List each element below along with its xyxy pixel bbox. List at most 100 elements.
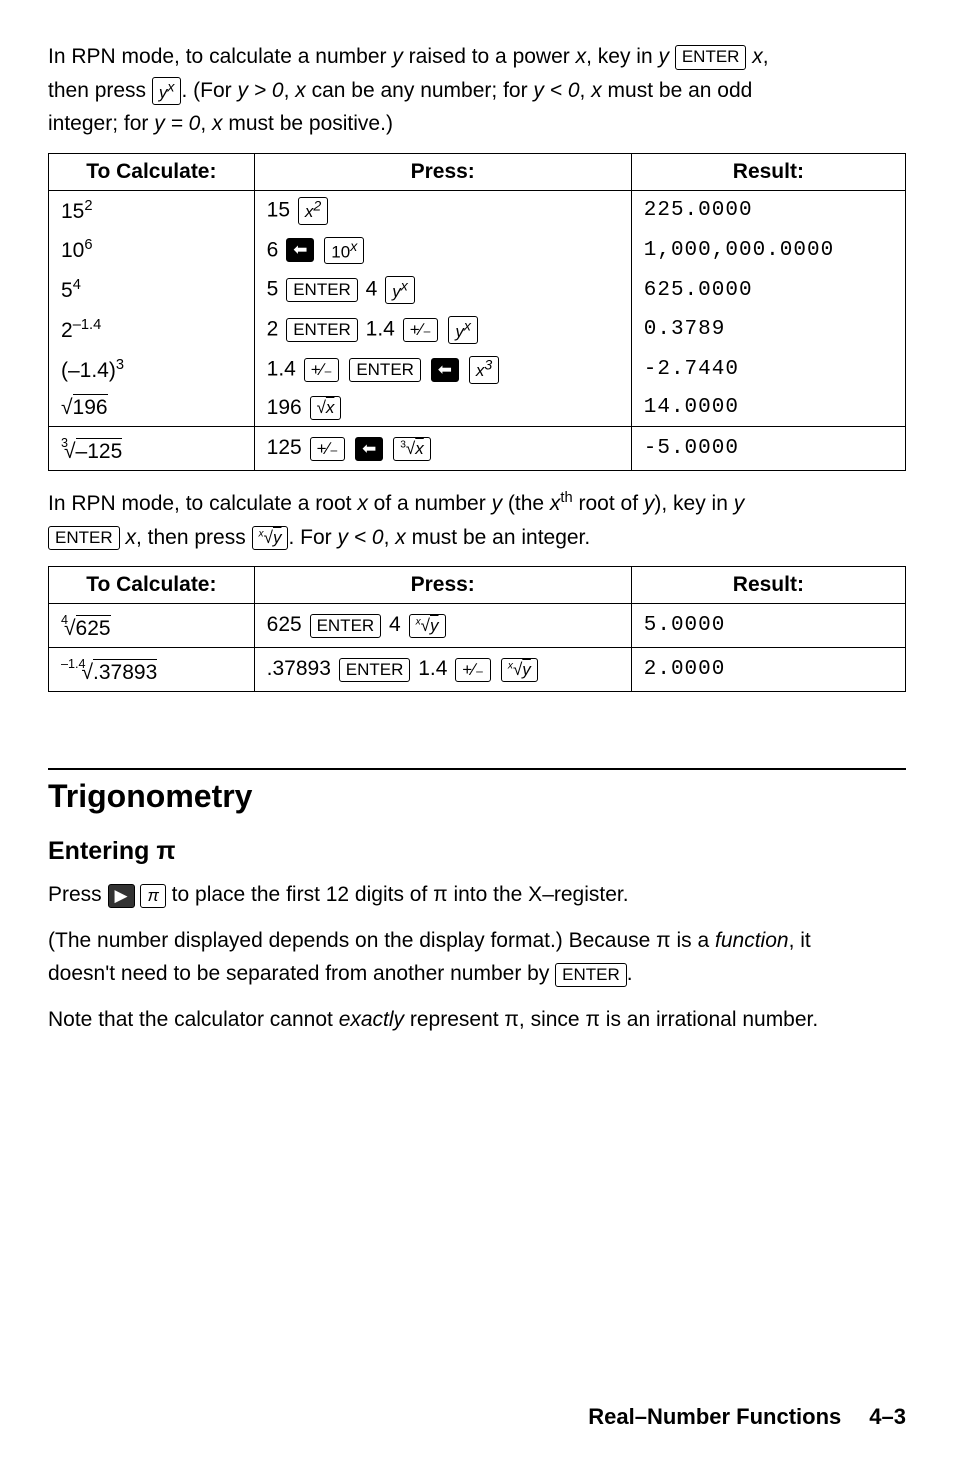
calc-cell: 54 xyxy=(49,270,255,310)
page-footer: Real–Number Functions 4–3 xyxy=(588,1404,906,1430)
text: then press xyxy=(48,79,152,102)
text: . xyxy=(627,962,633,985)
root-examples-table: To Calculate: Press: Result: 4625 625 EN… xyxy=(48,566,906,692)
var-x: x xyxy=(752,45,763,68)
press-cell: 125 +∕₋ ⬅ 3√x xyxy=(254,427,631,471)
col-header-calculate: To Calculate: xyxy=(49,567,255,604)
function-term: function xyxy=(715,929,789,952)
text: (The number displayed depends on the dis… xyxy=(48,929,715,952)
text: Press xyxy=(48,883,108,906)
enter-key-icon: ENTER xyxy=(286,318,358,342)
cuberoot-key-icon: 3√x xyxy=(393,437,431,461)
calc-cell: 196 xyxy=(49,390,255,427)
cond: y > 0 xyxy=(237,79,283,102)
table-row: 106 6 ⬅ 10x 1,000,000.0000 xyxy=(49,231,906,271)
body-paragraph: Press ▶ π to place the first 12 digits o… xyxy=(48,878,906,912)
press-cell: 5 ENTER 4 yx xyxy=(254,270,631,310)
intro-paragraph-2: In RPN mode, to calculate a root x of a … xyxy=(48,487,906,554)
text: doesn't need to be separated from anothe… xyxy=(48,962,555,985)
yx-key-icon: yx xyxy=(385,276,415,304)
table-row: 196 196 √x 14.0000 xyxy=(49,390,906,427)
calc-cell: 2–1.4 xyxy=(49,310,255,350)
yx-key-icon: yx xyxy=(448,316,478,344)
exactly-term: exactly xyxy=(339,1008,404,1031)
text: to place the first 12 digits of π into t… xyxy=(166,883,629,906)
col-header-press: Press: xyxy=(254,567,631,604)
subsection-title: Entering π xyxy=(48,837,906,866)
col-header-result: Result: xyxy=(631,567,905,604)
result-cell: -5.0000 xyxy=(631,427,905,471)
press-cell: .37893 ENTER 1.4 +∕₋ x√y xyxy=(254,648,631,692)
enter-key-icon: ENTER xyxy=(310,614,382,638)
text: In RPN mode, to calculate a root xyxy=(48,492,357,515)
text: raised to a power xyxy=(403,45,576,68)
rightshift-key-icon: ▶ xyxy=(108,884,135,908)
calc-cell: 106 xyxy=(49,231,255,271)
table-row: (–1.4)3 1.4 +∕₋ ENTER ⬅ x3 -2.7440 xyxy=(49,350,906,390)
text: , xyxy=(580,79,592,102)
text: must be positive.) xyxy=(223,112,393,135)
cond: y < 0 xyxy=(533,79,579,102)
text: of a number xyxy=(368,492,492,515)
cond: y < 0 xyxy=(337,526,383,549)
section-divider xyxy=(48,768,906,770)
var-x: x xyxy=(125,526,136,549)
text: , it xyxy=(789,929,811,952)
intro-paragraph-1: In RPN mode, to calculate a number y rai… xyxy=(48,40,906,141)
var-y: y xyxy=(392,45,403,68)
text: In RPN mode, to calculate a number xyxy=(48,45,392,68)
text: (the xyxy=(502,492,550,515)
calc-cell: 152 xyxy=(49,190,255,230)
result-cell: 2.0000 xyxy=(631,648,905,692)
result-cell: 1,000,000.0000 xyxy=(631,231,905,271)
chs-key-icon: +∕₋ xyxy=(403,318,439,342)
var-x: x xyxy=(357,492,368,515)
cond: y = 0 xyxy=(154,112,200,135)
power-examples-table: To Calculate: Press: Result: 152 15 x2 2… xyxy=(48,153,906,471)
table-row: 2–1.4 2 ENTER 1.4 +∕₋ yx 0.3789 xyxy=(49,310,906,350)
body-paragraph: (The number displayed depends on the dis… xyxy=(48,924,906,991)
result-cell: 5.0000 xyxy=(631,604,905,648)
text: , xyxy=(284,79,296,102)
chs-key-icon: +∕₋ xyxy=(455,658,491,682)
text: represent π, since π is an irrational nu… xyxy=(404,1008,818,1031)
text: root of xyxy=(573,492,644,515)
x2-key-icon: x2 xyxy=(298,197,328,225)
table-row: 3–125 125 +∕₋ ⬅ 3√x -5.0000 xyxy=(49,427,906,471)
enter-key-icon: ENTER xyxy=(339,658,411,682)
text: . (For xyxy=(181,79,237,102)
xrooty-key-icon: x√y xyxy=(501,658,538,682)
text: must be an odd xyxy=(602,79,753,102)
page-number: 4–3 xyxy=(869,1404,906,1429)
text: Note that the calculator cannot xyxy=(48,1008,339,1031)
pi-key-icon: π xyxy=(140,884,165,908)
text: , then press xyxy=(136,526,252,549)
result-cell: 0.3789 xyxy=(631,310,905,350)
chapter-title: Real–Number Functions xyxy=(588,1404,841,1429)
var-y: y xyxy=(492,492,503,515)
table-row: 54 5 ENTER 4 yx 625.0000 xyxy=(49,270,906,310)
text: ), key in xyxy=(654,492,733,515)
var-y: y xyxy=(644,492,655,515)
var-y: y xyxy=(734,492,745,515)
sqrt-key-icon: √x xyxy=(310,396,342,420)
text: , xyxy=(384,526,396,549)
var-x: x xyxy=(550,492,561,515)
section-title: Trigonometry xyxy=(48,778,906,815)
enter-key-icon: ENTER xyxy=(286,278,358,302)
enter-key-icon: ENTER xyxy=(48,526,120,550)
shift-key-icon: ⬅ xyxy=(431,358,459,382)
col-header-press: Press: xyxy=(254,153,631,190)
text: must be an integer. xyxy=(406,526,590,549)
xrooty-key-icon: x√y xyxy=(252,526,289,550)
xrooty-key-icon: x√y xyxy=(409,614,446,638)
var-x: x xyxy=(295,79,306,102)
var-x: x xyxy=(395,526,406,549)
var-x: x xyxy=(591,79,602,102)
press-cell: 1.4 +∕₋ ENTER ⬅ x3 xyxy=(254,350,631,390)
enter-key-icon: ENTER xyxy=(349,358,421,382)
text: , xyxy=(200,112,212,135)
press-cell: 625 ENTER 4 x√y xyxy=(254,604,631,648)
press-cell: 2 ENTER 1.4 +∕₋ yx xyxy=(254,310,631,350)
table-row: –1.4.37893 .37893 ENTER 1.4 +∕₋ x√y 2.00… xyxy=(49,648,906,692)
